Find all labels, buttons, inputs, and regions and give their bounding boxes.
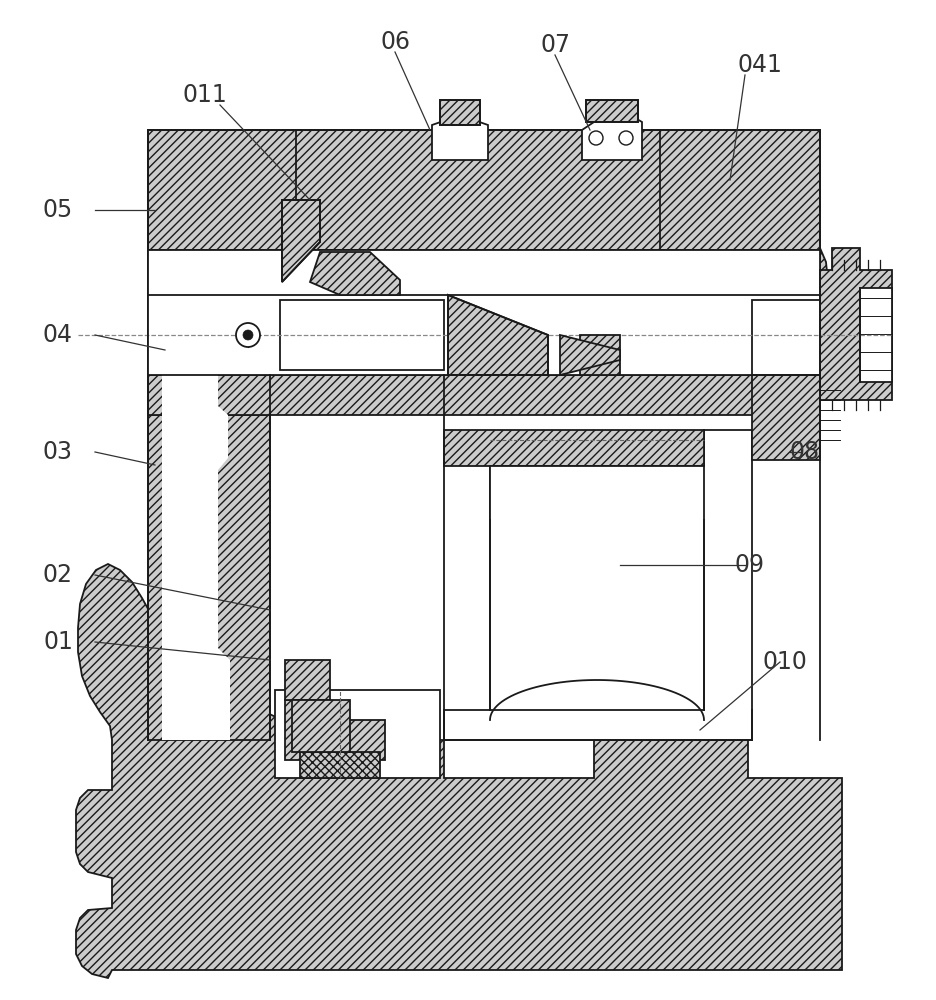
Polygon shape (490, 466, 704, 710)
Polygon shape (285, 660, 330, 700)
Circle shape (589, 131, 603, 145)
Polygon shape (440, 100, 480, 125)
Polygon shape (148, 130, 820, 250)
Polygon shape (148, 130, 296, 415)
Polygon shape (444, 430, 704, 466)
Text: 041: 041 (738, 53, 782, 77)
Polygon shape (432, 118, 488, 160)
Polygon shape (292, 700, 350, 752)
Text: 01: 01 (43, 630, 73, 654)
Polygon shape (148, 250, 820, 295)
Polygon shape (148, 415, 270, 740)
Polygon shape (582, 112, 642, 160)
Polygon shape (296, 130, 828, 318)
Text: 06: 06 (380, 30, 410, 54)
Polygon shape (448, 295, 548, 375)
Polygon shape (282, 200, 320, 282)
Text: 011: 011 (183, 83, 227, 107)
Text: 010: 010 (763, 650, 808, 674)
Polygon shape (586, 100, 638, 122)
Text: 07: 07 (540, 33, 570, 57)
Polygon shape (752, 300, 820, 375)
Text: 02: 02 (43, 563, 73, 587)
Circle shape (236, 323, 260, 347)
Polygon shape (285, 700, 385, 760)
Polygon shape (310, 252, 400, 295)
Polygon shape (580, 335, 620, 375)
Text: 03: 03 (43, 440, 73, 464)
Text: 09: 09 (735, 553, 765, 577)
Polygon shape (148, 250, 820, 335)
Polygon shape (752, 375, 820, 460)
Circle shape (243, 330, 253, 340)
Polygon shape (162, 342, 230, 740)
Text: 08: 08 (790, 440, 820, 464)
Polygon shape (296, 130, 500, 200)
Polygon shape (560, 335, 620, 375)
Polygon shape (148, 375, 820, 415)
Polygon shape (76, 564, 842, 978)
Polygon shape (275, 690, 440, 778)
Text: 05: 05 (43, 198, 73, 222)
Polygon shape (820, 248, 892, 400)
Polygon shape (300, 752, 380, 778)
Polygon shape (280, 300, 444, 370)
Polygon shape (660, 130, 820, 250)
Polygon shape (148, 295, 820, 375)
Polygon shape (444, 430, 752, 740)
Text: 04: 04 (43, 323, 73, 347)
Polygon shape (860, 288, 892, 382)
Circle shape (619, 131, 633, 145)
